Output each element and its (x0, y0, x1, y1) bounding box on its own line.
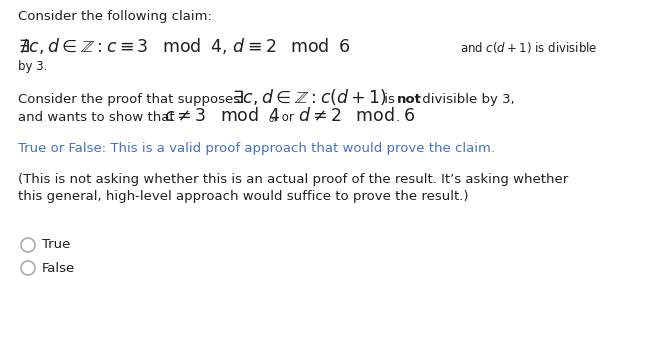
Text: by 3.: by 3. (18, 60, 47, 73)
Text: Consider the following claim:: Consider the following claim: (18, 10, 212, 23)
Text: not: not (397, 93, 422, 106)
Text: or: or (278, 111, 297, 124)
Text: and $c(d+1)$ is divisible: and $c(d+1)$ is divisible (460, 40, 597, 55)
Text: divisible by 3,: divisible by 3, (418, 93, 515, 106)
Text: $d \neq 2 \;\;\; \mathrm{mod} \;\; 6$: $d \neq 2 \;\;\; \mathrm{mod} \;\; 6$ (298, 107, 415, 125)
Text: .: . (396, 111, 400, 124)
Text: this general, high-level approach would suffice to prove the result.): this general, high-level approach would … (18, 190, 468, 203)
Text: and wants to show that: and wants to show that (18, 111, 179, 124)
Text: True or False: This is a valid proof approach that would prove the claim.: True or False: This is a valid proof app… (18, 142, 495, 155)
Text: False: False (42, 261, 75, 275)
Text: Consider the proof that supposes: Consider the proof that supposes (18, 93, 244, 106)
Text: $\exists c, d \in \mathbb{Z} : c(d+1)$: $\exists c, d \in \mathbb{Z} : c(d+1)$ (232, 87, 387, 107)
Text: (This is not asking whether this is an actual proof of the result. It’s asking w: (This is not asking whether this is an a… (18, 173, 569, 186)
Text: True: True (42, 238, 70, 252)
Text: $c \neq 3 \;\;\; \mathrm{mod} \;\; 4$: $c \neq 3 \;\;\; \mathrm{mod} \;\; 4$ (164, 107, 280, 125)
Text: is: is (380, 93, 399, 106)
Text: $_{\mathrm{or}}$: $_{\mathrm{or}}$ (268, 112, 278, 125)
Text: $\nexists c, d \in \mathbb{Z} : c \equiv 3 \;\;\; \mathrm{mod} \;\; 4, \, d \equ: $\nexists c, d \in \mathbb{Z} : c \equiv… (18, 36, 351, 56)
